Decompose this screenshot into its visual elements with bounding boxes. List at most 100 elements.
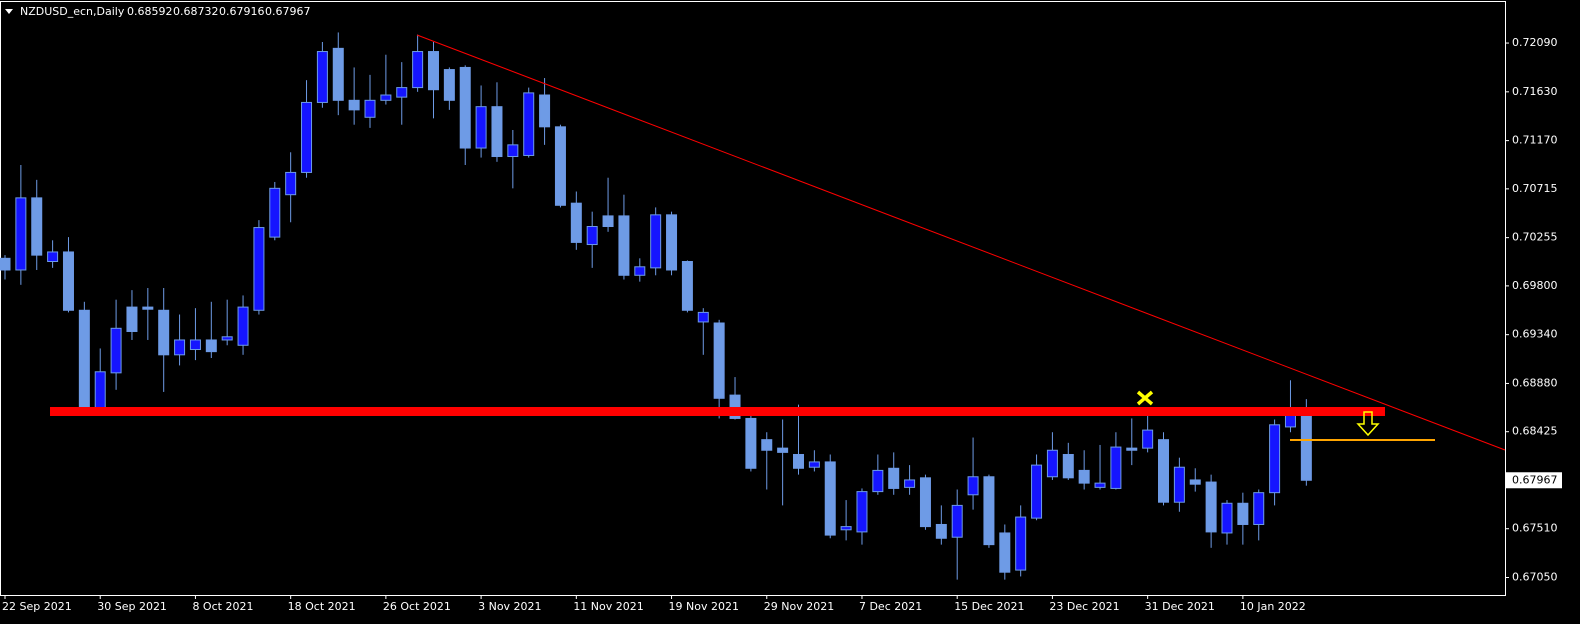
- candle-body: [142, 306, 154, 310]
- chart-title: NZDUSD_ecn,Daily: [20, 5, 125, 18]
- candle-body: [316, 51, 328, 103]
- candle-body: [824, 461, 836, 536]
- candle-body: [427, 51, 439, 91]
- y-tick-label: 0.70255: [1512, 231, 1558, 244]
- candle-body: [174, 339, 186, 356]
- candle-body: [1062, 453, 1074, 479]
- trend-line: [416, 34, 1506, 451]
- annotations: [50, 34, 1506, 451]
- candle-body: [31, 197, 43, 256]
- candle-body: [253, 227, 265, 311]
- candle-body: [1015, 516, 1027, 571]
- candle-body: [189, 339, 201, 351]
- candle-body: [1142, 429, 1154, 449]
- candle-body: [1253, 492, 1265, 525]
- candle-body: [666, 214, 678, 271]
- cross-marker: [1136, 390, 1154, 406]
- candle-body: [681, 260, 693, 311]
- resistance-zone: [50, 407, 1385, 416]
- candle-body: [47, 251, 59, 262]
- x-tick-label: 8 Oct 2021: [192, 600, 253, 613]
- menu-triangle: [5, 9, 13, 14]
- candle-body: [856, 491, 868, 533]
- candle-body: [475, 106, 487, 149]
- candle-body: [761, 439, 773, 451]
- ohlc-close: 0.67967: [265, 5, 311, 18]
- candle-body: [1237, 502, 1249, 525]
- candle-body: [539, 94, 551, 128]
- x-tick-label: 10 Jan 2022: [1240, 600, 1306, 613]
- ohlc-high: 0.68732: [173, 5, 219, 18]
- candle-body: [221, 336, 233, 341]
- candle-body: [507, 144, 519, 158]
- candle-body: [999, 532, 1011, 573]
- candle-body: [634, 266, 646, 276]
- candle-body: [793, 453, 804, 469]
- candle-body: [967, 476, 979, 496]
- candle-body: [1158, 439, 1170, 503]
- x-tick-label: 22 Sep 2021: [2, 600, 72, 613]
- candle-body: [110, 327, 122, 374]
- x-tick-label: 30 Sep 2021: [97, 600, 167, 613]
- candle-body: [1078, 469, 1090, 484]
- candle-body: [1094, 482, 1106, 488]
- candle-body: [904, 479, 916, 488]
- y-tick-label: 0.68425: [1512, 425, 1558, 438]
- candle-body: [808, 461, 820, 468]
- y-tick-label: 0.69800: [1512, 279, 1558, 292]
- candle-body: [1205, 481, 1217, 533]
- candle-body: [94, 371, 106, 409]
- x-tick-label: 19 Nov 2021: [669, 600, 739, 613]
- candle-body: [697, 311, 709, 323]
- y-tick-label: 0.70715: [1512, 182, 1558, 195]
- candle-body: [1300, 413, 1312, 481]
- down-arrow: [1356, 411, 1380, 437]
- candle-body: [126, 306, 138, 332]
- x-tick-label: 3 Nov 2021: [478, 600, 541, 613]
- candle-body: [570, 202, 582, 243]
- y-tick-label: 0.69340: [1512, 328, 1558, 341]
- candle-body: [586, 226, 598, 246]
- candle-body: [380, 94, 392, 101]
- candle-body: [935, 523, 947, 539]
- x-tick-label: 7 Dec 2021: [859, 600, 922, 613]
- candle-body: [62, 251, 74, 311]
- candle-body: [364, 99, 376, 118]
- candle-body: [301, 101, 313, 173]
- candle-body: [269, 187, 281, 238]
- ohlc-open: 0.68592: [127, 5, 173, 18]
- x-tick-label: 11 Nov 2021: [573, 600, 643, 613]
- candle-body: [1173, 466, 1185, 503]
- candle-body: [1046, 449, 1058, 478]
- candle-body: [1126, 447, 1138, 451]
- candle-body: [1189, 479, 1201, 485]
- x-tick-label: 15 Dec 2021: [954, 600, 1024, 613]
- x-tick-label: 23 Dec 2021: [1049, 600, 1119, 613]
- candle-body: [332, 47, 344, 101]
- candle-body: [919, 477, 931, 528]
- candle-body: [443, 69, 455, 101]
- candle-body: [983, 476, 995, 546]
- candle-body: [1269, 424, 1281, 494]
- x-tick-label: 29 Nov 2021: [764, 600, 834, 613]
- candle-body: [205, 339, 217, 353]
- candle-body: [348, 99, 360, 111]
- y-tick-label: 0.68880: [1512, 376, 1558, 389]
- candle-body: [602, 215, 614, 228]
- candle-body: [0, 257, 11, 271]
- candle-body: [158, 309, 170, 356]
- candle-body: [237, 306, 249, 346]
- candle-body: [650, 214, 662, 269]
- candle-body: [285, 171, 297, 196]
- x-tick-label: 26 Oct 2021: [383, 600, 451, 613]
- candle-body: [78, 309, 90, 409]
- candle-body: [396, 87, 408, 98]
- current-price-box: [1506, 472, 1562, 489]
- candle-body: [459, 66, 471, 149]
- candle-body: [1110, 446, 1122, 489]
- candle-body: [15, 197, 27, 271]
- candle-body: [888, 467, 900, 489]
- candle-body: [1031, 464, 1043, 519]
